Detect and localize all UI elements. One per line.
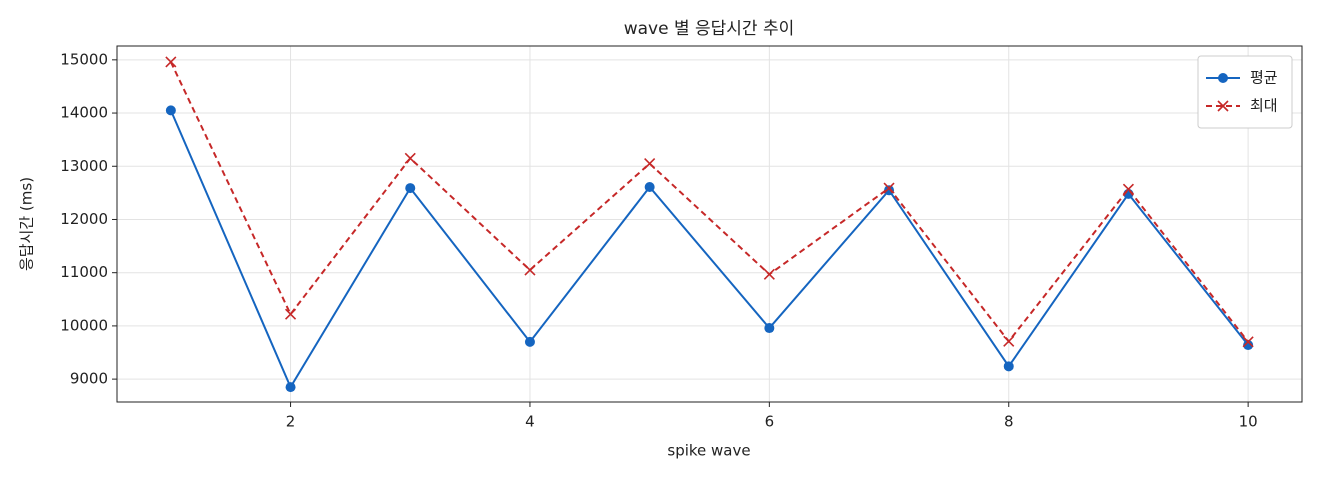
y-tick-label: 9000	[70, 370, 108, 388]
point	[764, 323, 775, 334]
point	[1242, 336, 1254, 348]
point	[1003, 361, 1014, 372]
point	[644, 158, 656, 170]
y-tick-label: 10000	[60, 316, 108, 334]
x-tick-label: 8	[1004, 413, 1014, 431]
legend-label: 평균	[1250, 69, 1278, 87]
series-line	[169, 109, 1249, 390]
y-tick-label: 15000	[60, 50, 108, 68]
point	[285, 382, 296, 393]
x-axis-label: spike wave	[667, 442, 750, 460]
point	[284, 308, 297, 320]
point	[524, 336, 535, 347]
point	[165, 105, 176, 116]
y-axis-label: 응답시간 (ms)	[18, 177, 36, 271]
plot-frame	[116, 45, 1303, 403]
point	[1003, 335, 1015, 347]
point	[1122, 183, 1135, 195]
legend-label: 최대	[1250, 97, 1278, 115]
series-line	[169, 61, 1249, 343]
point	[524, 264, 536, 276]
legend-marker	[1218, 73, 1228, 83]
legend-box	[1197, 55, 1293, 129]
x-tick-label: 4	[525, 413, 535, 431]
point	[884, 185, 895, 196]
x-tick-label: 6	[765, 413, 775, 431]
point	[165, 56, 177, 68]
x-tick-label: 10	[1239, 413, 1258, 431]
chart-title: wave 별 응답시간 추이	[624, 19, 795, 39]
x-tick-label: 2	[286, 413, 296, 431]
point	[1243, 340, 1254, 351]
y-tick-label: 14000	[60, 104, 108, 122]
y-tick-label: 13000	[60, 157, 108, 175]
point	[404, 152, 416, 164]
point	[763, 268, 775, 280]
point	[883, 182, 895, 194]
y-tick-label: 12000	[60, 210, 108, 228]
y-tick-label: 11000	[60, 263, 108, 281]
legend-marker	[1217, 100, 1229, 112]
point	[405, 183, 416, 194]
point	[644, 182, 655, 193]
